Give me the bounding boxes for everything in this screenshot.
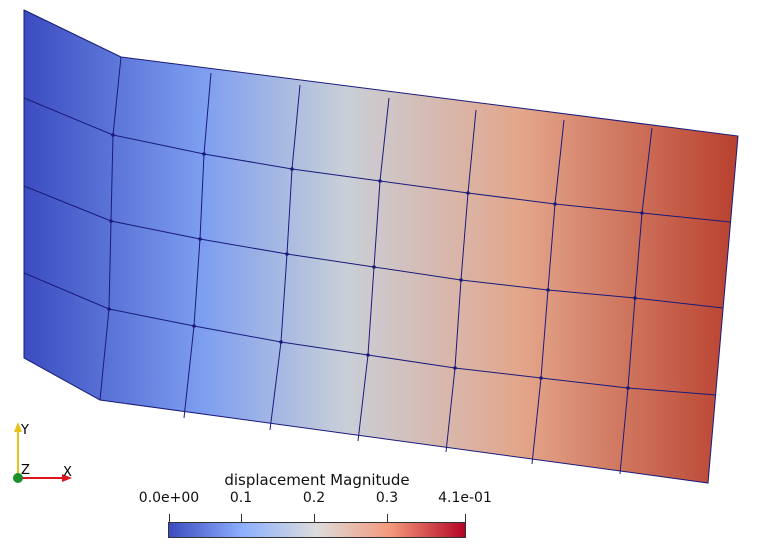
scalar-bar-title: displacement Magnitude <box>224 471 410 489</box>
deformed-mesh-surface <box>23 9 739 484</box>
axis-label-y: Y <box>20 423 29 438</box>
scalar-bar-tick-1: 0.1 <box>229 490 253 506</box>
axis-label-z: Z <box>21 463 30 478</box>
scalar-bar-colorbar <box>168 522 466 538</box>
scalar-bar-tick-4: 4.1e-01 <box>438 490 492 506</box>
scalar-bar-tickmark <box>169 514 170 523</box>
scalar-bar-tick-2: 0.2 <box>302 490 326 506</box>
orientation-axes-widget: Y X Z <box>13 422 72 483</box>
scalar-bar-tickmark <box>241 514 242 523</box>
scalar-bar-tickmark <box>465 514 466 523</box>
scalar-bar-tickmark <box>387 514 388 523</box>
mesh-nodes <box>107 133 644 390</box>
scalar-bar-tickmark <box>314 514 315 523</box>
axis-label-x: X <box>63 465 72 480</box>
scalar-bar-tick-0: 0.0e+00 <box>138 490 200 506</box>
scalar-bar-tick-3: 0.3 <box>375 490 399 506</box>
